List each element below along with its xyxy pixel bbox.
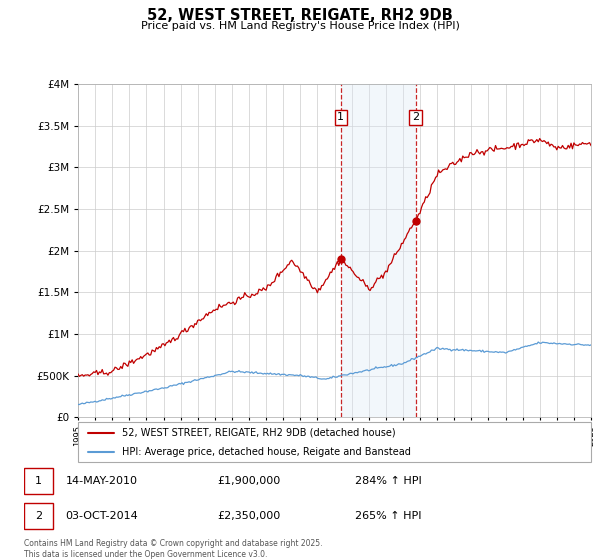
Text: 03-OCT-2014: 03-OCT-2014 [65, 511, 138, 521]
Text: Contains HM Land Registry data © Crown copyright and database right 2025.
This d: Contains HM Land Registry data © Crown c… [24, 539, 323, 559]
Text: 52, WEST STREET, REIGATE, RH2 9DB (detached house): 52, WEST STREET, REIGATE, RH2 9DB (detac… [122, 428, 395, 438]
Text: 52, WEST STREET, REIGATE, RH2 9DB: 52, WEST STREET, REIGATE, RH2 9DB [147, 8, 453, 24]
Bar [341, 84, 416, 417]
FancyBboxPatch shape [24, 468, 53, 494]
Text: 1: 1 [35, 476, 42, 486]
Text: £1,900,000: £1,900,000 [217, 476, 280, 486]
FancyBboxPatch shape [78, 422, 591, 462]
Text: £2,350,000: £2,350,000 [217, 511, 280, 521]
Text: HPI: Average price, detached house, Reigate and Banstead: HPI: Average price, detached house, Reig… [122, 447, 410, 457]
Text: 265% ↑ HPI: 265% ↑ HPI [355, 511, 422, 521]
Text: 14-MAY-2010: 14-MAY-2010 [65, 476, 137, 486]
FancyBboxPatch shape [24, 503, 53, 529]
Text: Price paid vs. HM Land Registry's House Price Index (HPI): Price paid vs. HM Land Registry's House … [140, 21, 460, 31]
Text: 1: 1 [337, 113, 344, 122]
Text: 284% ↑ HPI: 284% ↑ HPI [355, 476, 422, 486]
Text: 2: 2 [412, 113, 419, 122]
Text: 2: 2 [35, 511, 42, 521]
